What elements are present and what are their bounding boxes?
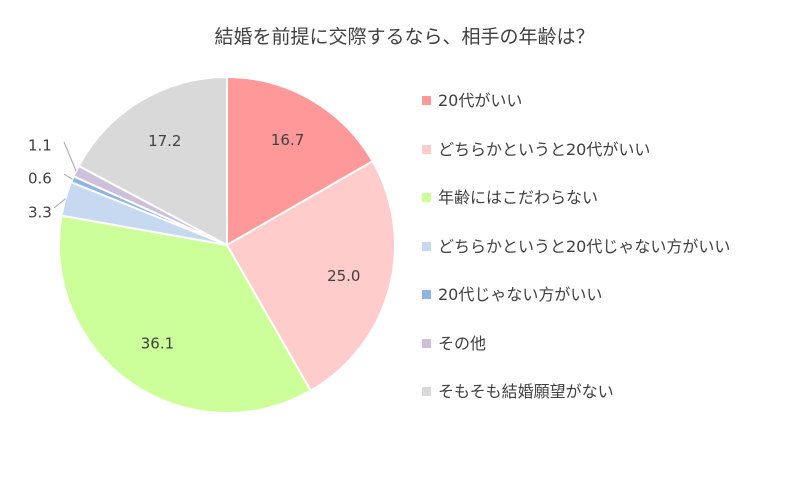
- legend-label: どちらかというと20代がいい: [438, 139, 651, 159]
- legend-swatch: [422, 387, 431, 396]
- data-label: 36.1: [141, 334, 174, 352]
- legend-label: その他: [438, 333, 487, 353]
- legend-swatch: [422, 338, 431, 348]
- data-label: 0.6: [28, 170, 52, 188]
- legend-item: その他: [422, 333, 730, 382]
- legend-swatch: [422, 193, 431, 202]
- legend-item: 20代がいい: [422, 90, 730, 139]
- pie-slice: [58, 214, 313, 414]
- data-label: 25.0: [327, 267, 360, 285]
- pie-slice: [77, 75, 228, 247]
- pie-slice: [225, 159, 396, 393]
- legend-swatch: [422, 96, 431, 105]
- legend: 20代がいいどちらかというと20代がいい 年齢にはこだわらないどちらかというと20…: [422, 90, 730, 430]
- chart-title: 結婚を前提に交際するなら、相手の年齢は？: [214, 26, 595, 48]
- legend-item: 年齢にはこだわらない: [422, 187, 730, 236]
- legend-swatch: [422, 241, 431, 251]
- leader-line: [63, 173, 73, 180]
- leader-line: [63, 141, 77, 172]
- legend-item: 20代じゃない方がいい: [422, 284, 730, 333]
- legend-item: そもそも結婚願望がない: [422, 381, 730, 430]
- legend-swatch: [422, 290, 431, 299]
- legend-label: そもそも結婚願望がない: [438, 382, 614, 401]
- legend-item: どちらかというと20代じゃない方がいい: [422, 236, 730, 285]
- data-label: 1.1: [28, 137, 52, 155]
- data-label: 3.3: [28, 204, 52, 222]
- legend-label: 20代じゃない方がいい: [438, 285, 603, 304]
- pie-slice: [226, 75, 375, 247]
- data-label: 17.2: [148, 132, 181, 150]
- data-label: 16.7: [271, 131, 304, 149]
- legend-swatch: [422, 144, 431, 154]
- legend-label: どちらかというと20代じゃない方がいい: [438, 236, 731, 256]
- leader-line: [53, 198, 66, 209]
- legend-item: どちらかというと20代がいい: [422, 139, 730, 188]
- legend-label: 年齢にはこだわらない: [438, 188, 599, 207]
- legend-label: 20代がいい: [438, 91, 523, 110]
